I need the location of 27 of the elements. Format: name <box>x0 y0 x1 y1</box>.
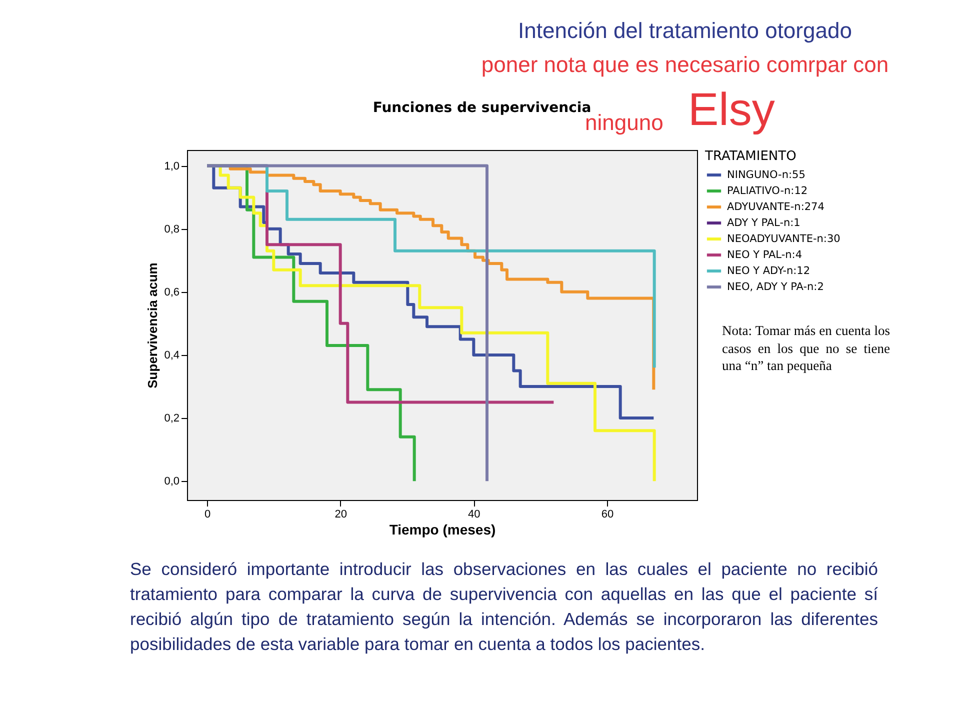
legend-label: NEOADYUVANTE-n:30 <box>727 233 840 245</box>
y-tick-label: 0,8 <box>164 223 180 236</box>
legend-label: NEO Y ADY-n:12 <box>727 265 810 277</box>
chart-title: Funciones de supervivencia <box>372 100 592 116</box>
x-tick-label: 0 <box>204 508 211 520</box>
y-tick-label: 0,2 <box>164 412 180 425</box>
legend-label: PALIATIVO-n:12 <box>727 185 808 197</box>
text: Nota: Tomar más en cuenta los casos en los que no se tiene una “n” tan pequeña <box>722 322 890 374</box>
text: poner nota que es necesario comrpar con <box>480 52 890 78</box>
y-tick-label: 0,6 <box>164 286 180 298</box>
x-axis-title: Tiempo (meses) <box>389 522 496 538</box>
x-tick-label: 20 <box>334 508 347 520</box>
legend-label: NEO Y PAL-n:4 <box>727 249 802 261</box>
legend-label: NINGUNO-n:55 <box>727 169 806 181</box>
text: Se consideró importante introducir las observaciones en las cuales el paciente no recibió tratamiento para comparar la curva de supervivencia con aquellas en las que el paciente sí recibió algún tipo de tratamiento según la intención. Además se incorporaron las diferentes posibilidades de esta variable para tomar en cuenta a todos los pacientes. <box>130 558 878 656</box>
y-tick-label: 0,0 <box>164 476 180 488</box>
x-tick-label: 60 <box>601 508 614 520</box>
legend-title: TRATAMIENTO <box>704 149 796 164</box>
legend-label: ADYUVANTE-n:274 <box>727 201 825 213</box>
legend-label: NEO, ADY Y PA-n:2 <box>727 281 824 293</box>
text: Intención del tratamiento otorgado <box>517 18 853 44</box>
y-axis-title: Supervivencia acum <box>145 262 160 388</box>
legend-label: ADY Y PAL-n:1 <box>727 217 800 229</box>
x-tick-label: 40 <box>468 508 480 520</box>
text: Elsy <box>688 82 775 136</box>
y-tick-label: 0,4 <box>164 349 180 362</box>
y-tick-label: 1,0 <box>164 160 180 172</box>
